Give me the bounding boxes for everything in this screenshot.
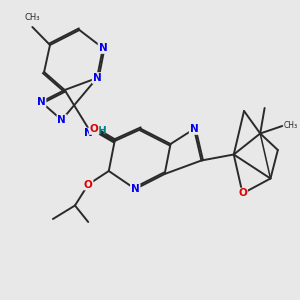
Text: N: N <box>37 97 46 107</box>
Text: N: N <box>93 73 101 83</box>
Text: O: O <box>90 124 98 134</box>
Text: CH₃: CH₃ <box>284 122 298 130</box>
Text: N: N <box>98 43 107 53</box>
Text: N: N <box>57 115 66 125</box>
Text: O: O <box>238 188 247 199</box>
Text: N: N <box>84 128 93 139</box>
Text: N: N <box>190 124 198 134</box>
Text: O: O <box>84 179 93 190</box>
Text: CH₃: CH₃ <box>25 14 40 22</box>
Text: H: H <box>98 126 107 136</box>
Text: N: N <box>131 184 140 194</box>
